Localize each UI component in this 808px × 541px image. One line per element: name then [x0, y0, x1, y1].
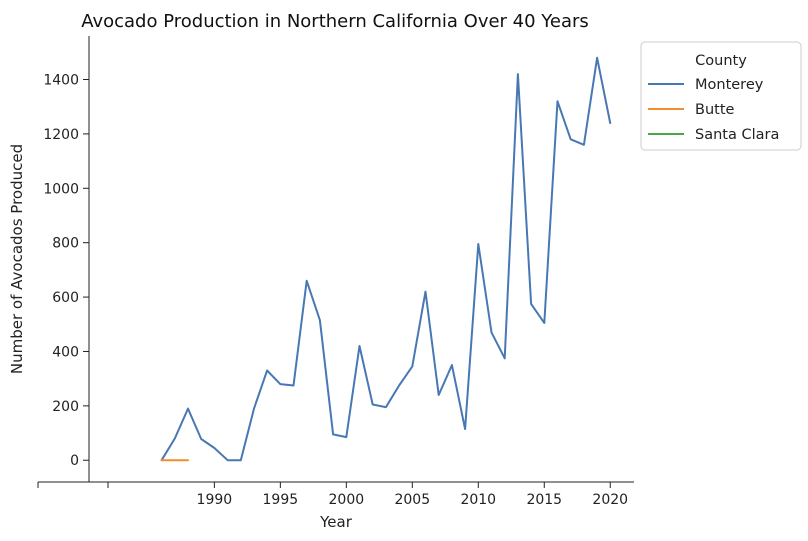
x-tick-label: 2010: [460, 492, 496, 508]
x-tick-label: 2020: [592, 492, 628, 508]
y-tick-label: 1400: [43, 73, 79, 89]
series-lines: [160, 56, 612, 462]
y-tick-label: 0: [70, 453, 79, 469]
y-tick-label: 200: [52, 399, 79, 415]
legend-frame: [640, 41, 802, 151]
y-tick-label: 1000: [43, 181, 79, 197]
series-line-monterey: [160, 56, 612, 462]
y-tick-label: 400: [52, 344, 79, 360]
legend-items: Monterey Butte Santa Clara: [648, 77, 779, 143]
legend-title: County: [695, 53, 747, 69]
legend-entry-label: Butte: [695, 102, 735, 118]
y-axis-label: Number of Avocados Produced: [8, 144, 26, 374]
x-tick-label: 2015: [526, 492, 562, 508]
legend-entry-label: Santa Clara: [695, 127, 779, 143]
y-tick-label: 800: [52, 236, 79, 252]
x-axis-label: Year: [319, 513, 353, 531]
legend-entry-label: Monterey: [695, 77, 764, 93]
x-tick-label: 1990: [197, 492, 233, 508]
x-tick-label: 2000: [329, 492, 365, 508]
y-axis-ticks: 0 200 400 600 800 1000 1200 1400: [43, 73, 89, 469]
chart-title: Avocado Production in Northern Californi…: [81, 11, 589, 32]
y-tick-label: 600: [52, 290, 79, 306]
x-axis-ticks: 1990 1995 2000 2005 2010 2015 2020: [37, 482, 628, 508]
legend: County Monterey Butte Santa Clara: [640, 41, 802, 151]
plot-area: 1990 1995 2000 2005 2010 2015 2020 0 200 400 600 8…: [37, 36, 634, 508]
x-tick-label: 1995: [263, 492, 299, 508]
y-tick-label: 1200: [43, 127, 79, 143]
x-tick-label: 2005: [394, 492, 430, 508]
